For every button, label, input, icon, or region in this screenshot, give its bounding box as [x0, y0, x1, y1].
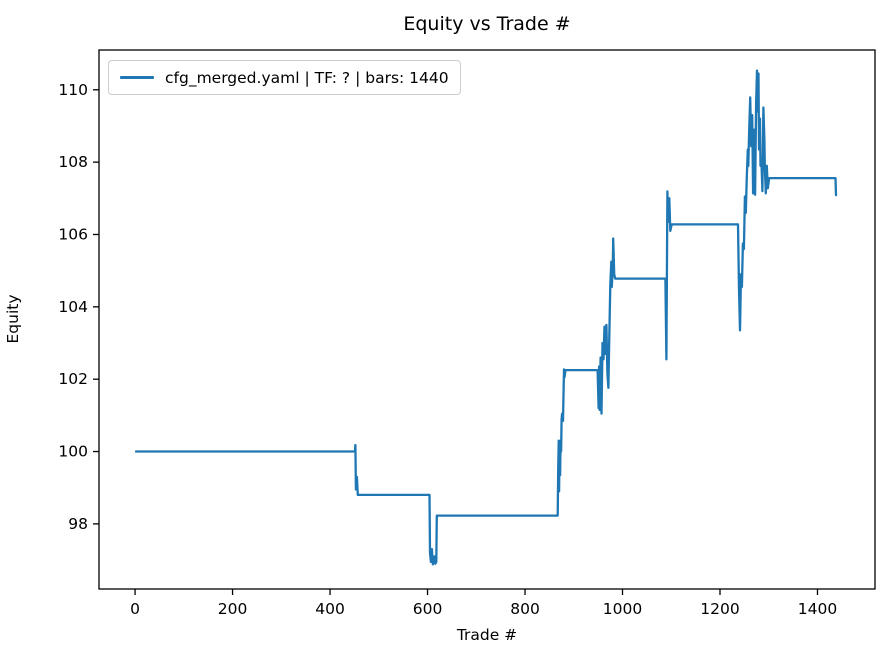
- x-tick-label: 0: [130, 600, 140, 618]
- chart-title: Equity vs Trade #: [403, 13, 571, 35]
- x-tick-label: 800: [510, 600, 540, 618]
- y-tick-label: 102: [58, 370, 88, 388]
- legend: cfg_merged.yaml | TF: ? | bars: 1440: [108, 60, 461, 95]
- y-tick-label: 98: [68, 515, 88, 533]
- axes-frame: [98, 49, 876, 590]
- x-tick-label: 1000: [603, 600, 642, 618]
- x-tick-label: 600: [413, 600, 443, 618]
- equity-curve: [135, 69, 838, 566]
- x-tick-label: 1200: [700, 600, 739, 618]
- legend-label: cfg_merged.yaml | TF: ? | bars: 1440: [165, 68, 449, 87]
- y-tick-label: 104: [58, 298, 88, 316]
- y-tick-label: 106: [58, 225, 88, 243]
- x-tick-label: 1400: [798, 600, 837, 618]
- x-axis-label: Trade #: [456, 626, 518, 644]
- legend-line-sample-icon: [120, 76, 154, 79]
- y-tick-label: 110: [58, 81, 88, 99]
- x-tick-label: 200: [218, 600, 248, 618]
- y-tick-label: 100: [58, 443, 88, 461]
- x-tick-label: 400: [315, 600, 345, 618]
- y-tick-label: 108: [58, 153, 88, 171]
